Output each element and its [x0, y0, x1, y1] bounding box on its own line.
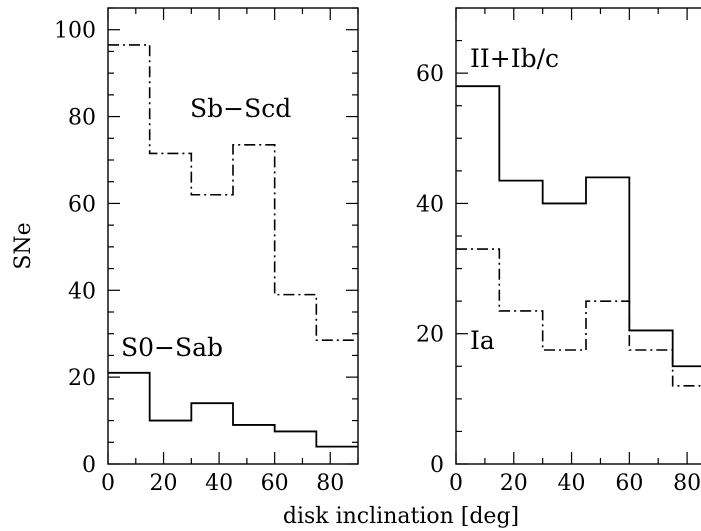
histogram-series-left-1 — [108, 371, 358, 448]
right-series-label-ii-ibc: II+Ib/c — [470, 44, 559, 73]
right-panel-series — [456, 85, 701, 387]
y-tick-label: 60 — [68, 192, 96, 217]
x-tick-label: 0 — [101, 471, 115, 496]
histogram-series-right-1 — [456, 248, 701, 387]
left-series-label-sb-scd: Sb−Scd — [190, 94, 291, 123]
x-tick-label: 20 — [500, 471, 528, 496]
y-tick-label: 100 — [54, 19, 96, 44]
y-tick-label: 0 — [430, 453, 444, 478]
y-tick-label: 40 — [416, 192, 444, 217]
y-tick-label: 40 — [68, 279, 96, 304]
left-panel-frame — [107, 7, 359, 465]
y-axis-title: SNe — [11, 222, 36, 269]
right-panel-frame — [455, 7, 701, 465]
x-tick-label: 60 — [615, 471, 643, 496]
x-axis-title: disk inclination [deg] — [283, 504, 519, 529]
right-panel-tick-labels: 0 20 40 60 80 0 20 40 60 — [416, 62, 701, 496]
y-tick-label: 20 — [416, 323, 444, 348]
x-tick-label: 80 — [673, 471, 701, 496]
histogram-series-right-0 — [456, 85, 701, 368]
y-tick-label: 80 — [68, 106, 96, 131]
left-panel-series — [108, 44, 358, 448]
left-series-label-s0-sab: S0−Sab — [121, 333, 223, 362]
x-tick-label: 80 — [316, 471, 344, 496]
left-panel-ticks — [107, 7, 359, 465]
x-tick-label: 40 — [558, 471, 586, 496]
right-panel-ticks — [455, 7, 688, 465]
y-tick-label: 60 — [416, 62, 444, 87]
histogram-series-left-0 — [108, 44, 358, 342]
y-tick-label: 0 — [82, 453, 96, 478]
x-tick-label: 40 — [205, 471, 233, 496]
right-series-label-ia: Ia — [470, 326, 495, 355]
x-tick-label: 60 — [261, 471, 289, 496]
left-panel-tick-labels: 0 20 40 60 80 0 20 40 60 80 100 — [54, 19, 344, 496]
y-tick-label: 20 — [68, 366, 96, 391]
x-tick-label: 20 — [150, 471, 178, 496]
x-tick-label: 0 — [449, 471, 463, 496]
